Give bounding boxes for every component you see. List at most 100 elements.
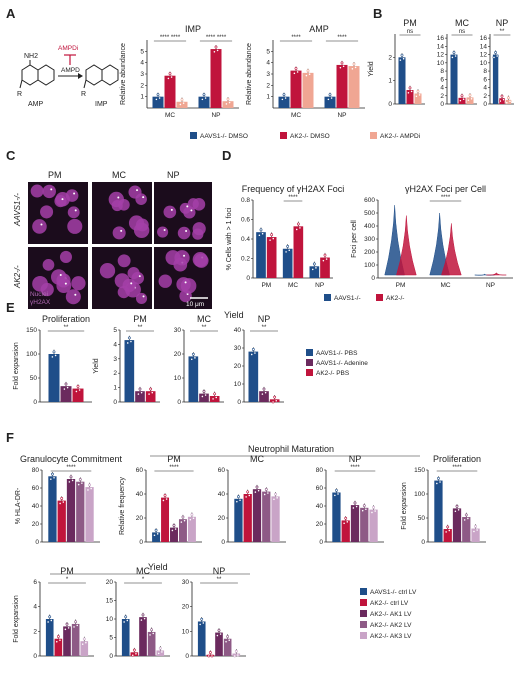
y-tick-label: 4	[140, 60, 144, 67]
data-point	[217, 628, 221, 632]
data-point	[235, 500, 239, 504]
data-point	[182, 101, 186, 105]
y-tick-label: 16	[437, 35, 445, 42]
bar	[269, 399, 280, 402]
chart-title: Granulocyte Commitment	[20, 454, 123, 464]
x-tick-label: PM	[396, 282, 406, 289]
y-tick-label: 2	[440, 93, 444, 100]
data-point	[344, 516, 348, 520]
data-point	[219, 632, 223, 636]
y-tick-label: 6	[483, 76, 487, 83]
data-point	[149, 387, 153, 391]
y-tick-label: 0	[388, 101, 392, 108]
data-point	[67, 626, 71, 630]
y-tick-label: 40	[234, 327, 242, 334]
bar	[252, 489, 262, 542]
cell-nucleus	[67, 206, 80, 219]
y-axis-label: Fold expansion	[13, 342, 20, 390]
bar	[48, 476, 57, 542]
data-point	[58, 638, 62, 642]
y-tick-label: 0	[139, 539, 143, 546]
h2ax-focus	[74, 293, 77, 296]
legend-swatch	[370, 132, 377, 139]
legend-label: AK2-/- AK3 LV	[370, 633, 412, 640]
h2ax-focus	[50, 188, 53, 191]
y-tick-label: 0	[371, 275, 375, 282]
data-point	[255, 485, 259, 489]
data-point	[296, 222, 300, 226]
bar	[135, 391, 145, 402]
legend-swatch	[360, 632, 367, 639]
legend-label: AAVS1-/- PBS	[316, 350, 358, 357]
y-tick-label: 2	[483, 93, 487, 100]
legend-label: AK2-/- DMSO	[290, 133, 330, 140]
y-tick-label: 0	[177, 399, 181, 406]
data-point	[63, 387, 66, 391]
data-point	[246, 490, 250, 494]
stain-h2ax-label: γH2AX	[30, 299, 51, 306]
h2ax-focus	[138, 275, 141, 278]
data-point	[460, 94, 464, 98]
chart-title: Frequency of γH2AX Foci	[242, 184, 345, 194]
cell-nucleus	[54, 195, 67, 208]
data-point	[474, 525, 477, 528]
chart-f-np: NP 0 20 40 60 80 ****	[316, 454, 384, 546]
data-point	[213, 392, 217, 396]
data-point	[78, 478, 82, 481]
data-point	[311, 268, 315, 271]
legend-swatch	[324, 294, 331, 301]
data-point	[462, 97, 466, 101]
bar	[121, 619, 130, 656]
data-point	[400, 53, 404, 57]
h2ax-focus	[184, 281, 187, 284]
data-point	[151, 632, 155, 635]
imp-label: IMP	[95, 101, 108, 108]
data-point	[214, 396, 218, 399]
bar	[505, 99, 512, 104]
data-point	[330, 96, 334, 100]
y-tick-label: 5	[109, 635, 113, 642]
data-point	[475, 528, 479, 532]
data-point	[154, 97, 158, 101]
legend-label: AAVS1-/-	[334, 295, 361, 302]
x-tick-label: NP	[486, 282, 495, 289]
cell-nucleus	[99, 263, 116, 279]
micro-col-mc: MC	[112, 170, 126, 180]
bar	[282, 248, 293, 278]
data-point	[264, 391, 268, 395]
data-point	[237, 495, 240, 499]
bar	[320, 257, 330, 278]
data-point	[166, 77, 170, 80]
y-tick-label: 5	[140, 48, 144, 55]
y-tick-label: 2	[388, 54, 392, 61]
y-tick-label: 0	[246, 275, 250, 282]
data-point	[452, 51, 456, 54]
data-point	[64, 382, 68, 386]
y-axis-label: % HLA-DR-	[15, 487, 22, 524]
violin-shape	[396, 215, 417, 276]
bar	[262, 491, 271, 542]
y-tick-label: 10	[234, 381, 242, 388]
data-point	[325, 257, 329, 261]
bar	[161, 497, 170, 542]
x-tick-label: MC	[440, 282, 450, 289]
y-axis-label: Foci per cell	[351, 220, 358, 258]
legend-swatch	[360, 599, 367, 606]
data-point	[259, 228, 263, 232]
y-tick-label: 20	[136, 515, 144, 522]
y-tick-label: 10	[106, 616, 114, 623]
legend-label: AK2-/-	[386, 295, 404, 302]
y-tick-label: 20	[106, 579, 114, 586]
bar	[450, 54, 458, 104]
data-point	[210, 654, 214, 658]
y-axis-label: Fold expansion	[13, 595, 20, 643]
y-tick-label: 30	[182, 579, 190, 586]
significance-marker: **** ****	[206, 35, 227, 41]
bar	[324, 96, 336, 108]
data-point	[75, 390, 78, 393]
h2ax-focus	[74, 209, 77, 212]
x-tick-label: MC	[291, 112, 301, 119]
data-point	[51, 355, 54, 359]
significance-marker: **	[64, 325, 69, 331]
imp-r-label: R	[81, 91, 86, 98]
